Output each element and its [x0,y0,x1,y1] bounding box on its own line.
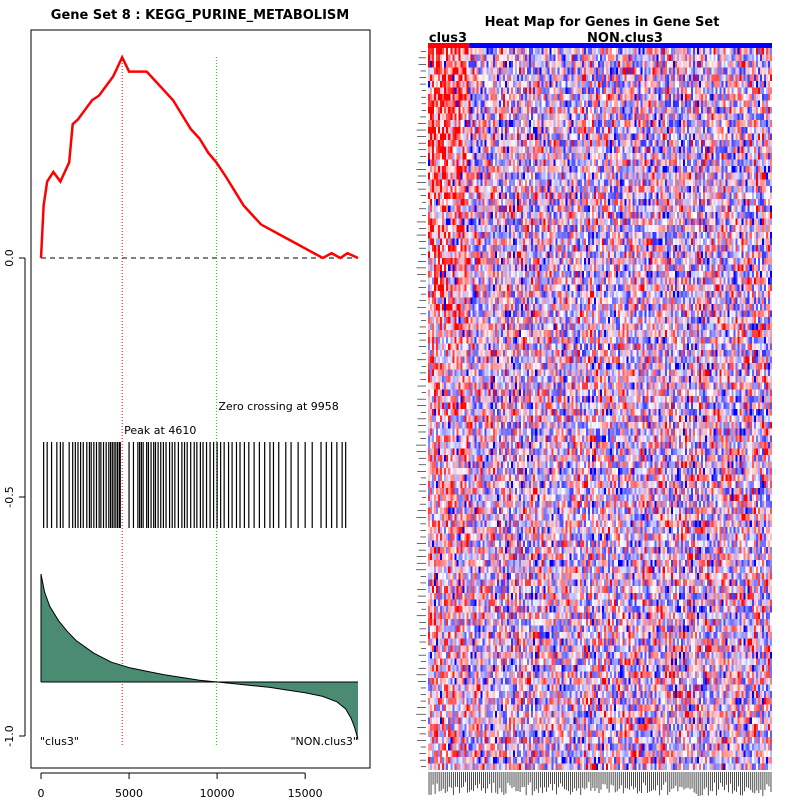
hit-ticks [43,442,347,528]
heatmap-title: Heat Map for Genes in Gene Set [485,15,720,30]
ranked-metric-fill [41,574,358,740]
enrichment-plot-title: Gene Set 8 : KEGG_PURINE_METABOLISM [51,8,349,23]
y-axis: 0.0 -0.5 -1.0 [3,249,26,747]
ranked-metric-line [40,573,359,740]
group-left-label: "clus3" [40,735,79,748]
running-es-line [39,54,359,260]
x-tick-label: 15000 [288,787,323,800]
x-tick-label: 10000 [200,787,235,800]
zero-crossing-label: Zero crossing at 9958 [218,400,338,413]
heatmap-group-label-clus3: clus3 [429,31,467,46]
ranked-metric-area [40,573,359,740]
plot-frame [30,29,371,769]
y-tick-label: -0.5 [3,486,16,507]
y-tick-label: 0.0 [3,249,16,267]
x-tick-label: 0 [38,787,45,800]
heatmap-group-bar-non-clus3 [469,43,772,48]
heatmap-group-bar-clus3 [428,43,470,48]
heatmap-cells [428,48,772,770]
y-tick-label: -1.0 [3,725,16,746]
x-axis: 0 5000 10000 15000 [38,772,323,800]
heatmap-column-labels [428,772,772,796]
heatmap-group-label-non-clus3: NON.clus3 [587,31,663,46]
x-tick-label: 5000 [115,787,143,800]
heatmap-panel: Heat Map for Genes in Gene Set clus3 NON… [416,15,772,796]
peak-label: Peak at 4610 [124,424,196,437]
group-right-label: "NON.clus3" [290,735,358,748]
enrichment-plot: Gene Set 8 : KEGG_PURINE_METABOLISM Peak… [3,8,371,800]
heatmap-row-labels [416,50,426,768]
heatmap-cell-grid [428,48,772,770]
